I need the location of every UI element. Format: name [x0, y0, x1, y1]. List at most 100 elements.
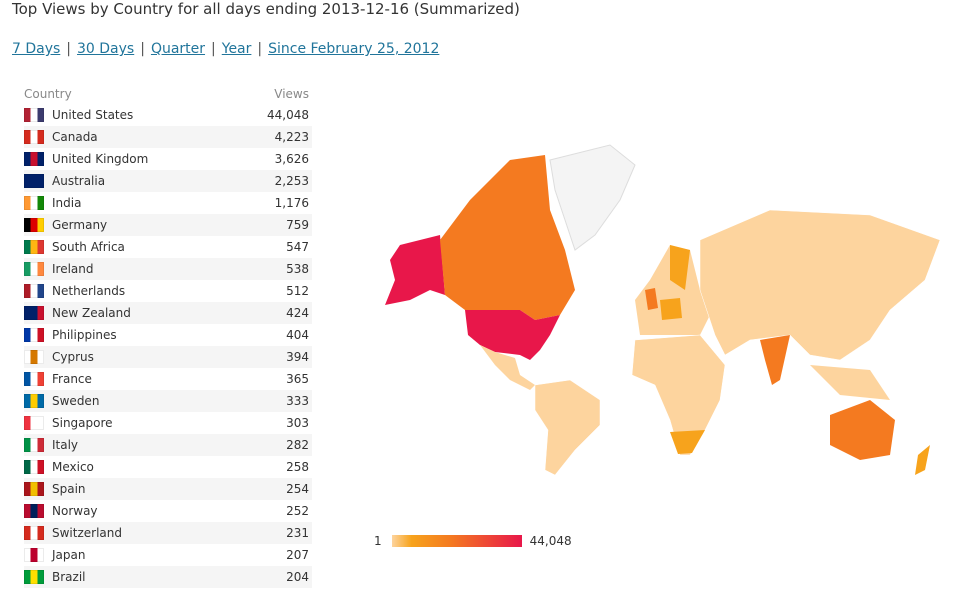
world-map [385, 144, 941, 476]
view-count: 424 [286, 306, 309, 320]
country-name: Cyprus [52, 350, 94, 364]
table-row: Japan 207 [24, 544, 312, 566]
table-row: United States 44,048 [24, 104, 312, 126]
header-views: Views [274, 87, 309, 101]
view-count: 1,176 [274, 196, 309, 210]
view-count: 538 [286, 262, 309, 276]
country-name: Singapore [52, 416, 113, 430]
country-name: Australia [52, 174, 106, 188]
table-row: Australia 2,253 [24, 170, 312, 192]
table-rows: United States 44,048 Canada 4,223 United Kin… [24, 104, 312, 588]
separator: | [140, 41, 145, 57]
country-name: Spain [52, 482, 86, 496]
table-row: India 1,176 [24, 192, 312, 214]
country-name: United States [52, 108, 134, 122]
view-count: 204 [286, 570, 309, 584]
table-row: Canada 4,223 [24, 126, 312, 148]
flag-icon [24, 284, 44, 298]
asia [699, 209, 941, 361]
map-legend: 1 44,048 [374, 534, 572, 548]
table-row: New Zealand 424 [24, 302, 312, 324]
table-row: Singapore 303 [24, 412, 312, 434]
flag-icon [24, 570, 44, 584]
flag-icon [24, 372, 44, 386]
germany [660, 298, 682, 320]
view-count: 394 [286, 350, 309, 364]
flag-icon [24, 438, 44, 452]
view-count: 547 [286, 240, 309, 254]
table-row: Sweden 333 [24, 390, 312, 412]
country-name: Netherlands [52, 284, 126, 298]
flag-icon [24, 328, 44, 342]
canada [440, 155, 575, 320]
flag-icon [24, 196, 44, 210]
country-name: Philippines [52, 328, 117, 342]
period-link[interactable]: 7 Days [12, 41, 61, 57]
africa [631, 334, 726, 456]
separator: | [66, 41, 72, 57]
united-states [465, 310, 560, 360]
table-row: United Kingdom 3,626 [24, 148, 312, 170]
view-count: 333 [286, 394, 309, 408]
flag-icon [24, 130, 44, 144]
country-table: Country Views United States 44,048 Canada 4… [24, 84, 312, 588]
country-name: India [52, 196, 82, 210]
period-link[interactable]: 30 Days [77, 41, 135, 57]
page-title: Top Views by Country for all days ending… [12, 0, 520, 18]
table-row: Switzerland 231 [24, 522, 312, 544]
flag-icon [24, 218, 44, 232]
table-row: Netherlands 512 [24, 280, 312, 302]
view-count: 2,253 [274, 174, 309, 188]
period-link[interactable]: Since February 25, 2012 [268, 41, 440, 57]
country-name: Germany [52, 218, 108, 232]
alaska [385, 235, 445, 305]
separator: | [257, 41, 263, 57]
table-row: Cyprus 394 [24, 346, 312, 368]
flag-icon [24, 416, 44, 430]
new-zealand [915, 445, 930, 475]
view-count: 254 [286, 482, 309, 496]
flag-icon [24, 152, 44, 166]
country-name: Italy [52, 438, 79, 452]
table-row: Ireland 538 [24, 258, 312, 280]
greenland [549, 144, 636, 251]
southeast-asia [810, 365, 890, 400]
table-row: Mexico 258 [24, 456, 312, 478]
country-name: Sweden [52, 394, 100, 408]
view-count: 282 [286, 438, 309, 452]
view-count: 303 [286, 416, 309, 430]
table-row: Philippines 404 [24, 324, 312, 346]
view-count: 365 [286, 372, 309, 386]
view-count: 4,223 [274, 130, 309, 144]
view-count: 231 [286, 526, 309, 540]
flag-icon [24, 350, 44, 364]
table-row: Germany 759 [24, 214, 312, 236]
country-name: South Africa [52, 240, 125, 254]
south-america [534, 379, 601, 476]
uk [645, 288, 658, 310]
table-row: Norway 252 [24, 500, 312, 522]
header-country: Country [24, 87, 72, 101]
flag-icon [24, 240, 44, 254]
table-row: Italy 282 [24, 434, 312, 456]
flag-icon [24, 174, 44, 188]
australia [830, 400, 895, 460]
flag-icon [24, 548, 44, 562]
country-name: Brazil [52, 570, 86, 584]
flag-icon [24, 482, 44, 496]
table-row: Spain 254 [24, 478, 312, 500]
scandinavia [670, 245, 690, 290]
legend-gradient [391, 535, 522, 547]
view-count: 44,048 [267, 108, 309, 122]
separator: | [211, 41, 216, 57]
period-link[interactable]: Quarter [150, 41, 206, 57]
country-name: Ireland [52, 262, 94, 276]
flag-icon [24, 526, 44, 540]
south-africa [670, 430, 705, 454]
flag-icon [24, 108, 44, 122]
period-link[interactable]: Year [221, 41, 252, 57]
view-count: 3,626 [274, 152, 309, 166]
view-count: 258 [286, 460, 309, 474]
view-count: 252 [286, 504, 309, 518]
